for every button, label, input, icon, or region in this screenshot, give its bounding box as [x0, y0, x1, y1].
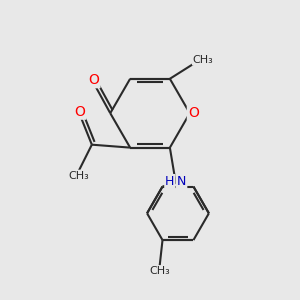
Text: H: H [165, 175, 175, 188]
Text: CH₃: CH₃ [149, 266, 170, 276]
Text: O: O [75, 105, 86, 119]
Text: CH₃: CH₃ [68, 171, 89, 181]
Text: O: O [88, 73, 100, 87]
Text: N: N [177, 175, 186, 188]
Text: O: O [188, 106, 199, 120]
Text: CH₃: CH₃ [193, 55, 214, 64]
